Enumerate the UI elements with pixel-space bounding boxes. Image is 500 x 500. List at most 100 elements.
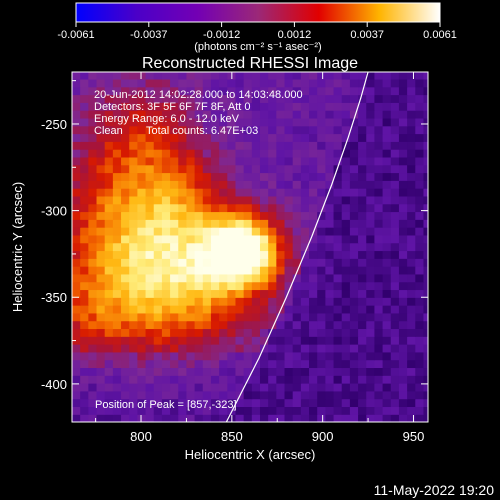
heatmap-cell	[243, 359, 253, 369]
heatmap-cell	[268, 227, 277, 236]
heatmap-cell	[407, 320, 416, 330]
heatmap-cell	[137, 188, 147, 197]
heatmap-cell	[374, 125, 384, 135]
heatmap-cell	[284, 219, 294, 228]
heatmap-cell	[374, 281, 384, 291]
heatmap-cell	[390, 336, 400, 345]
heatmap-cell	[178, 102, 188, 111]
heatmap-cell	[227, 141, 237, 150]
heatmap-cell	[251, 375, 261, 384]
heatmap-cell	[382, 133, 392, 142]
heatmap-cell	[104, 141, 114, 150]
heatmap-cell	[341, 258, 351, 267]
heatmap-cell	[251, 305, 261, 314]
heatmap-cell	[276, 289, 286, 298]
heatmap-cell	[398, 344, 408, 353]
heatmap-cell	[374, 336, 384, 345]
heatmap-cell	[374, 188, 384, 197]
heatmap-cell	[72, 86, 81, 96]
heatmap-cell	[259, 180, 269, 189]
heatmap-cell	[129, 234, 138, 244]
heatmap-cell	[145, 94, 155, 103]
heatmap-cell	[227, 102, 237, 111]
heatmap-cell	[382, 141, 392, 150]
heatmap-cell	[219, 258, 228, 267]
heatmap-cell	[259, 414, 269, 422]
heatmap-cell	[374, 250, 384, 259]
heatmap-cell	[325, 234, 335, 244]
heatmap-cell	[259, 289, 269, 298]
heatmap-cell	[415, 125, 425, 135]
heatmap-cell	[161, 250, 171, 259]
heatmap-cell	[398, 94, 408, 103]
heatmap-cell	[407, 110, 416, 119]
heatmap-cell	[112, 141, 122, 150]
heatmap-cell	[161, 234, 171, 244]
heatmap-cell	[390, 351, 400, 361]
heatmap-cell	[349, 188, 359, 197]
heatmap-cell	[415, 219, 425, 228]
heatmap-cell	[88, 406, 98, 415]
heatmap-cell	[227, 195, 237, 205]
heatmap-cell	[374, 367, 384, 376]
heatmap-cell	[235, 219, 245, 228]
heatmap-cell	[137, 195, 147, 205]
heatmap-cell	[390, 406, 400, 415]
heatmap-cell	[309, 320, 318, 330]
heatmap-cell	[227, 359, 237, 369]
heatmap-cell	[137, 297, 147, 306]
heatmap-cell	[227, 320, 237, 330]
heatmap-cell	[390, 219, 400, 228]
heatmap-cell	[366, 281, 376, 291]
heatmap-cell	[407, 312, 416, 322]
heatmap-cell	[276, 266, 286, 275]
footer-date: 11-May-2022 19:20	[374, 482, 495, 498]
heatmap-cell	[423, 320, 428, 330]
heatmap-cell	[268, 141, 277, 150]
heatmap-cell	[243, 351, 253, 361]
heatmap-cell	[390, 203, 400, 213]
heatmap-cell	[202, 258, 212, 267]
heatmap-cell	[96, 390, 106, 400]
heatmap-cell	[300, 242, 310, 252]
heatmap-cell	[80, 351, 89, 361]
heatmap-cell	[268, 367, 277, 376]
heatmap-cell	[186, 180, 196, 189]
heatmap-cell	[284, 242, 294, 252]
heatmap-cell	[227, 86, 237, 96]
heatmap-cell	[300, 164, 310, 174]
heatmap-cell	[423, 164, 428, 174]
heatmap-cell	[186, 336, 196, 345]
heatmap-cell	[325, 195, 335, 205]
heatmap-cell	[210, 312, 220, 322]
heatmap-cell	[219, 398, 228, 408]
heatmap-cell	[153, 398, 163, 408]
heatmap-cell	[243, 180, 253, 189]
heatmap-cell	[80, 195, 89, 205]
heatmap-cell	[374, 203, 384, 213]
heatmap-cell	[349, 110, 359, 119]
heatmap-cell	[129, 227, 138, 236]
heatmap-cell	[276, 156, 286, 166]
heatmap-cell	[153, 266, 163, 275]
heatmap-cell	[202, 367, 212, 376]
heatmap-cell	[259, 351, 269, 361]
heatmap-cell	[317, 414, 326, 422]
heatmap-cell	[398, 359, 408, 369]
heatmap-cell	[259, 359, 269, 369]
heatmap-cell	[170, 266, 179, 275]
heatmap-cell	[415, 72, 425, 80]
heatmap-cell	[292, 172, 302, 181]
heatmap-cell	[382, 305, 392, 314]
heatmap-cell	[80, 406, 89, 415]
heatmap-cell	[251, 94, 261, 103]
heatmap-cell	[186, 414, 196, 422]
heatmap-cell	[104, 94, 114, 103]
heatmap-cell	[415, 94, 425, 103]
heatmap-cell	[88, 336, 98, 345]
heatmap-cell	[358, 390, 367, 400]
heatmap-cell	[374, 383, 384, 392]
heatmap-cell	[210, 351, 220, 361]
heatmap-cell	[366, 78, 376, 88]
heatmap-cell	[186, 72, 196, 80]
